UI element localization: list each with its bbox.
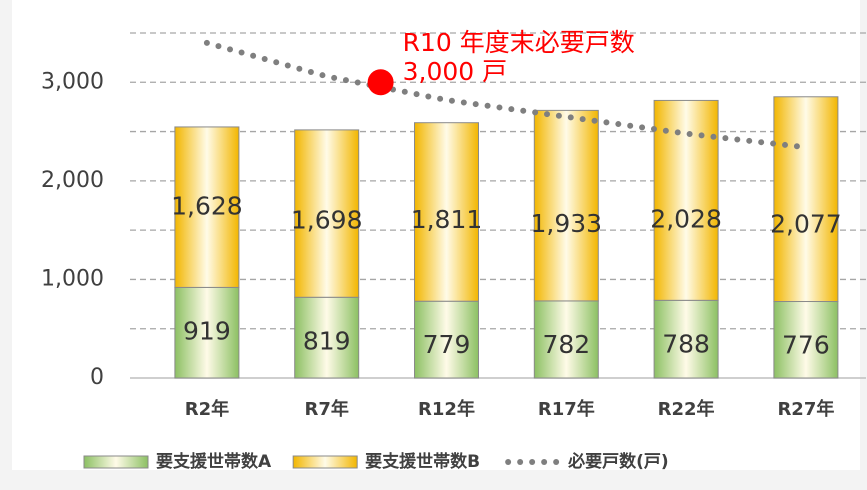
legend-swatch — [553, 459, 560, 465]
bar — [773, 96, 839, 303]
legend-label: 要支援世帯数B — [365, 451, 480, 472]
bar — [533, 300, 599, 379]
data-label: 1,933 — [531, 209, 603, 238]
bar — [533, 109, 599, 302]
x-tick-label: R12年 — [418, 398, 475, 420]
x-tick-label: R22年 — [658, 398, 715, 420]
annotation-marker — [367, 69, 394, 96]
x-tick-label: R27年 — [777, 398, 834, 420]
y-tick-label: 3,000 — [41, 69, 104, 94]
bar — [174, 126, 240, 288]
bar — [294, 296, 360, 379]
bar — [414, 122, 479, 302]
data-label: 788 — [662, 329, 710, 358]
bar — [414, 300, 479, 379]
annotation-label: 3,000 戸 — [403, 57, 508, 86]
data-label: 782 — [542, 330, 590, 359]
data-label: 2,028 — [650, 204, 722, 233]
bar — [174, 286, 240, 379]
data-label: 1,698 — [291, 205, 363, 234]
data-label: 1,628 — [171, 191, 243, 220]
bar — [653, 99, 719, 301]
legend-swatch — [529, 459, 536, 465]
data-label: 776 — [782, 331, 830, 360]
y-tick-label: 0 — [90, 365, 104, 390]
data-label: 2,077 — [770, 210, 842, 239]
legend-swatch — [292, 455, 358, 469]
data-label: 919 — [183, 316, 231, 345]
legend-label: 必要戸数(戸) — [567, 451, 669, 472]
legend-swatch — [83, 455, 149, 469]
y-tick-label: 1,000 — [41, 266, 104, 291]
legend-swatch — [505, 459, 512, 465]
bar — [294, 129, 360, 298]
data-label: 819 — [303, 326, 351, 355]
x-tick-label: R7年 — [305, 398, 349, 420]
y-tick-label: 2,000 — [41, 168, 104, 193]
legend-label: 要支援世帯数A — [156, 451, 272, 472]
x-tick-label: R17年 — [538, 398, 595, 420]
x-tick-label: R2年 — [185, 398, 229, 420]
annotation-text: R10 年度末必要戸数 — [403, 28, 635, 57]
legend-swatch — [517, 459, 524, 465]
data-label: 779 — [423, 330, 471, 359]
data-label: 1,811 — [411, 205, 483, 234]
legend-swatch — [541, 459, 548, 465]
bar — [773, 301, 839, 379]
